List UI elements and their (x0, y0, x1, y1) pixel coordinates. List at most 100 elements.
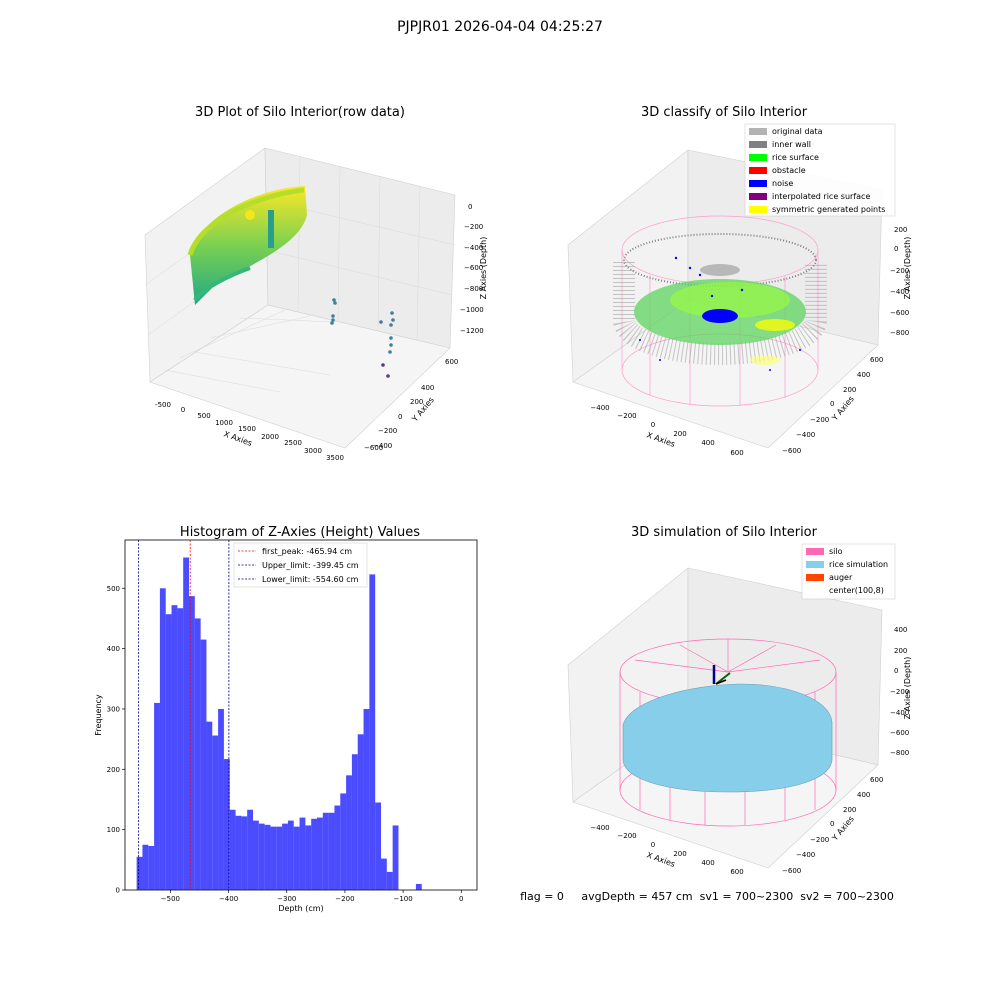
histogram-title: Histogram of Z-Axies (Height) Values (180, 525, 420, 540)
histogram-bar (136, 856, 143, 890)
histogram-bar (276, 826, 283, 890)
svg-text:0: 0 (651, 421, 655, 429)
svg-text:−200: −200 (810, 836, 829, 844)
legend-label-symmetric: symmetric generated points (772, 205, 885, 214)
panel-classify-3d: 3D classify of Silo Interior (567, 105, 912, 457)
raw-y-ticks: 600 400 200 0 −200 −400 −600 (364, 358, 458, 452)
svg-text:-500: -500 (155, 401, 171, 409)
svg-text:400: 400 (894, 626, 907, 634)
svg-text:400: 400 (857, 371, 870, 379)
panel-raw-3d: 3D Plot of Silo Interior(row data) (144, 105, 488, 462)
svg-text:400: 400 (421, 384, 434, 392)
legend-label-center: center(100,8) (829, 586, 884, 595)
histogram-bar (206, 721, 213, 890)
svg-text:600: 600 (870, 776, 883, 784)
svg-text:200: 200 (843, 386, 856, 394)
classify-z-ticks: 200 0 −200 −400 −600 −800 (890, 226, 909, 337)
histogram-bar (351, 754, 358, 890)
histogram-y-tick-label: 400 (107, 645, 120, 653)
histogram-bar (299, 817, 306, 890)
legend-swatch-rice-simulation (806, 561, 824, 568)
svg-text:0: 0 (830, 820, 834, 828)
histogram-xlabel: Depth (cm) (278, 904, 323, 913)
figure-suptitle: PJPJR01 2026-04-04 04:25:27 (397, 19, 603, 35)
classify-ylabel: Y Axies (830, 394, 856, 423)
legend-swatch-noise (749, 180, 767, 187)
svg-text:−800: −800 (890, 329, 909, 337)
histogram-x-ticks: −500 −400 −300 −200 −100 0 (161, 890, 464, 903)
histogram-y-tick-label: 0 (116, 887, 120, 895)
classify-zlabel: Z Axies (Depth) (903, 237, 912, 300)
histogram-x-tick-label: −100 (393, 895, 412, 903)
histogram-y-tick-label: 200 (107, 766, 120, 774)
histogram-bar (200, 639, 207, 890)
simulation-z-ticks: 400 200 0 −200 −400 −600 −800 (890, 626, 909, 757)
classify-symmetric-points (755, 319, 795, 331)
histogram-x-tick-label: −300 (277, 895, 296, 903)
svg-text:400: 400 (857, 791, 870, 799)
svg-text:−200: −200 (890, 267, 909, 275)
classify-noise-points (639, 256, 801, 371)
histogram-bar (340, 793, 347, 890)
histogram-bar (229, 809, 236, 890)
simulation-ylabel: Y Axies (830, 814, 856, 843)
svg-text:200: 200 (673, 430, 686, 438)
classify-xlabel: X Axies (645, 430, 676, 449)
svg-text:−400: −400 (590, 404, 609, 412)
classify-noise-cluster (702, 309, 738, 323)
histogram-x-tick-label: −500 (161, 895, 180, 903)
histogram-bar (189, 596, 195, 890)
histogram-bar (317, 817, 323, 890)
histogram-y-ticks: 0 100 200 300 400 500 (107, 585, 125, 895)
histogram-bar (381, 858, 387, 890)
svg-text:−800: −800 (464, 285, 483, 293)
histogram-bar (270, 826, 277, 890)
histogram-bar (369, 574, 376, 890)
histogram-bar (415, 883, 422, 890)
svg-text:1500: 1500 (238, 425, 256, 433)
svg-text:200: 200 (894, 226, 907, 234)
svg-text:−600: −600 (890, 309, 909, 317)
histogram-bar (247, 809, 253, 890)
svg-text:−600: −600 (890, 729, 909, 737)
legend-label-upper-limit: Upper_limit: -399.45 cm (262, 561, 359, 570)
simulation-legend: silo rice simulation auger center(100,8) (801, 543, 896, 600)
legend-swatch-inner-wall (749, 141, 767, 148)
histogram-bar (282, 823, 288, 890)
svg-text:−400: −400 (796, 851, 815, 859)
raw-outlier-points (330, 298, 395, 378)
svg-text:−1000: −1000 (460, 306, 484, 314)
svg-text:200: 200 (410, 398, 423, 406)
svg-text:200: 200 (894, 647, 907, 655)
classify-inner-wall (613, 233, 827, 365)
raw-rice-point-cloud (187, 186, 307, 305)
classify-y-ticks: 600 400 200 0 −200 −400 −600 (782, 356, 883, 455)
histogram-bar (346, 775, 352, 890)
svg-text:600: 600 (730, 449, 743, 457)
legend-label-obstacle: obstacle (772, 166, 806, 175)
histogram-bar (392, 825, 399, 890)
svg-text:−600: −600 (782, 867, 801, 875)
classify-legend: original data inner wall rice surface ob… (744, 123, 896, 217)
legend-swatch-original-data (749, 128, 767, 135)
legend-swatch-auger (806, 574, 824, 581)
svg-text:−200: −200 (617, 412, 636, 420)
histogram-bar (334, 805, 341, 890)
classify-x-ticks: −400 −200 0 200 400 600 (590, 404, 743, 457)
svg-text:600: 600 (445, 358, 458, 366)
legend-label-silo: silo (829, 547, 843, 556)
histogram-y-tick-label: 100 (107, 826, 120, 834)
svg-text:0: 0 (830, 400, 834, 408)
legend-swatch-rice-surface (749, 154, 767, 161)
svg-text:−200: −200 (810, 416, 829, 424)
raw-zlabel: Z Axies (Depth) (479, 237, 488, 300)
classify-original-data (700, 264, 740, 276)
histogram-bar (322, 812, 329, 890)
svg-text:−400: −400 (890, 709, 909, 717)
svg-text:−600: −600 (782, 447, 801, 455)
svg-text:3000: 3000 (304, 447, 322, 455)
svg-text:0: 0 (398, 413, 402, 421)
histogram-x-tick-label: −400 (219, 895, 238, 903)
legend-label-auger: auger (829, 573, 853, 582)
